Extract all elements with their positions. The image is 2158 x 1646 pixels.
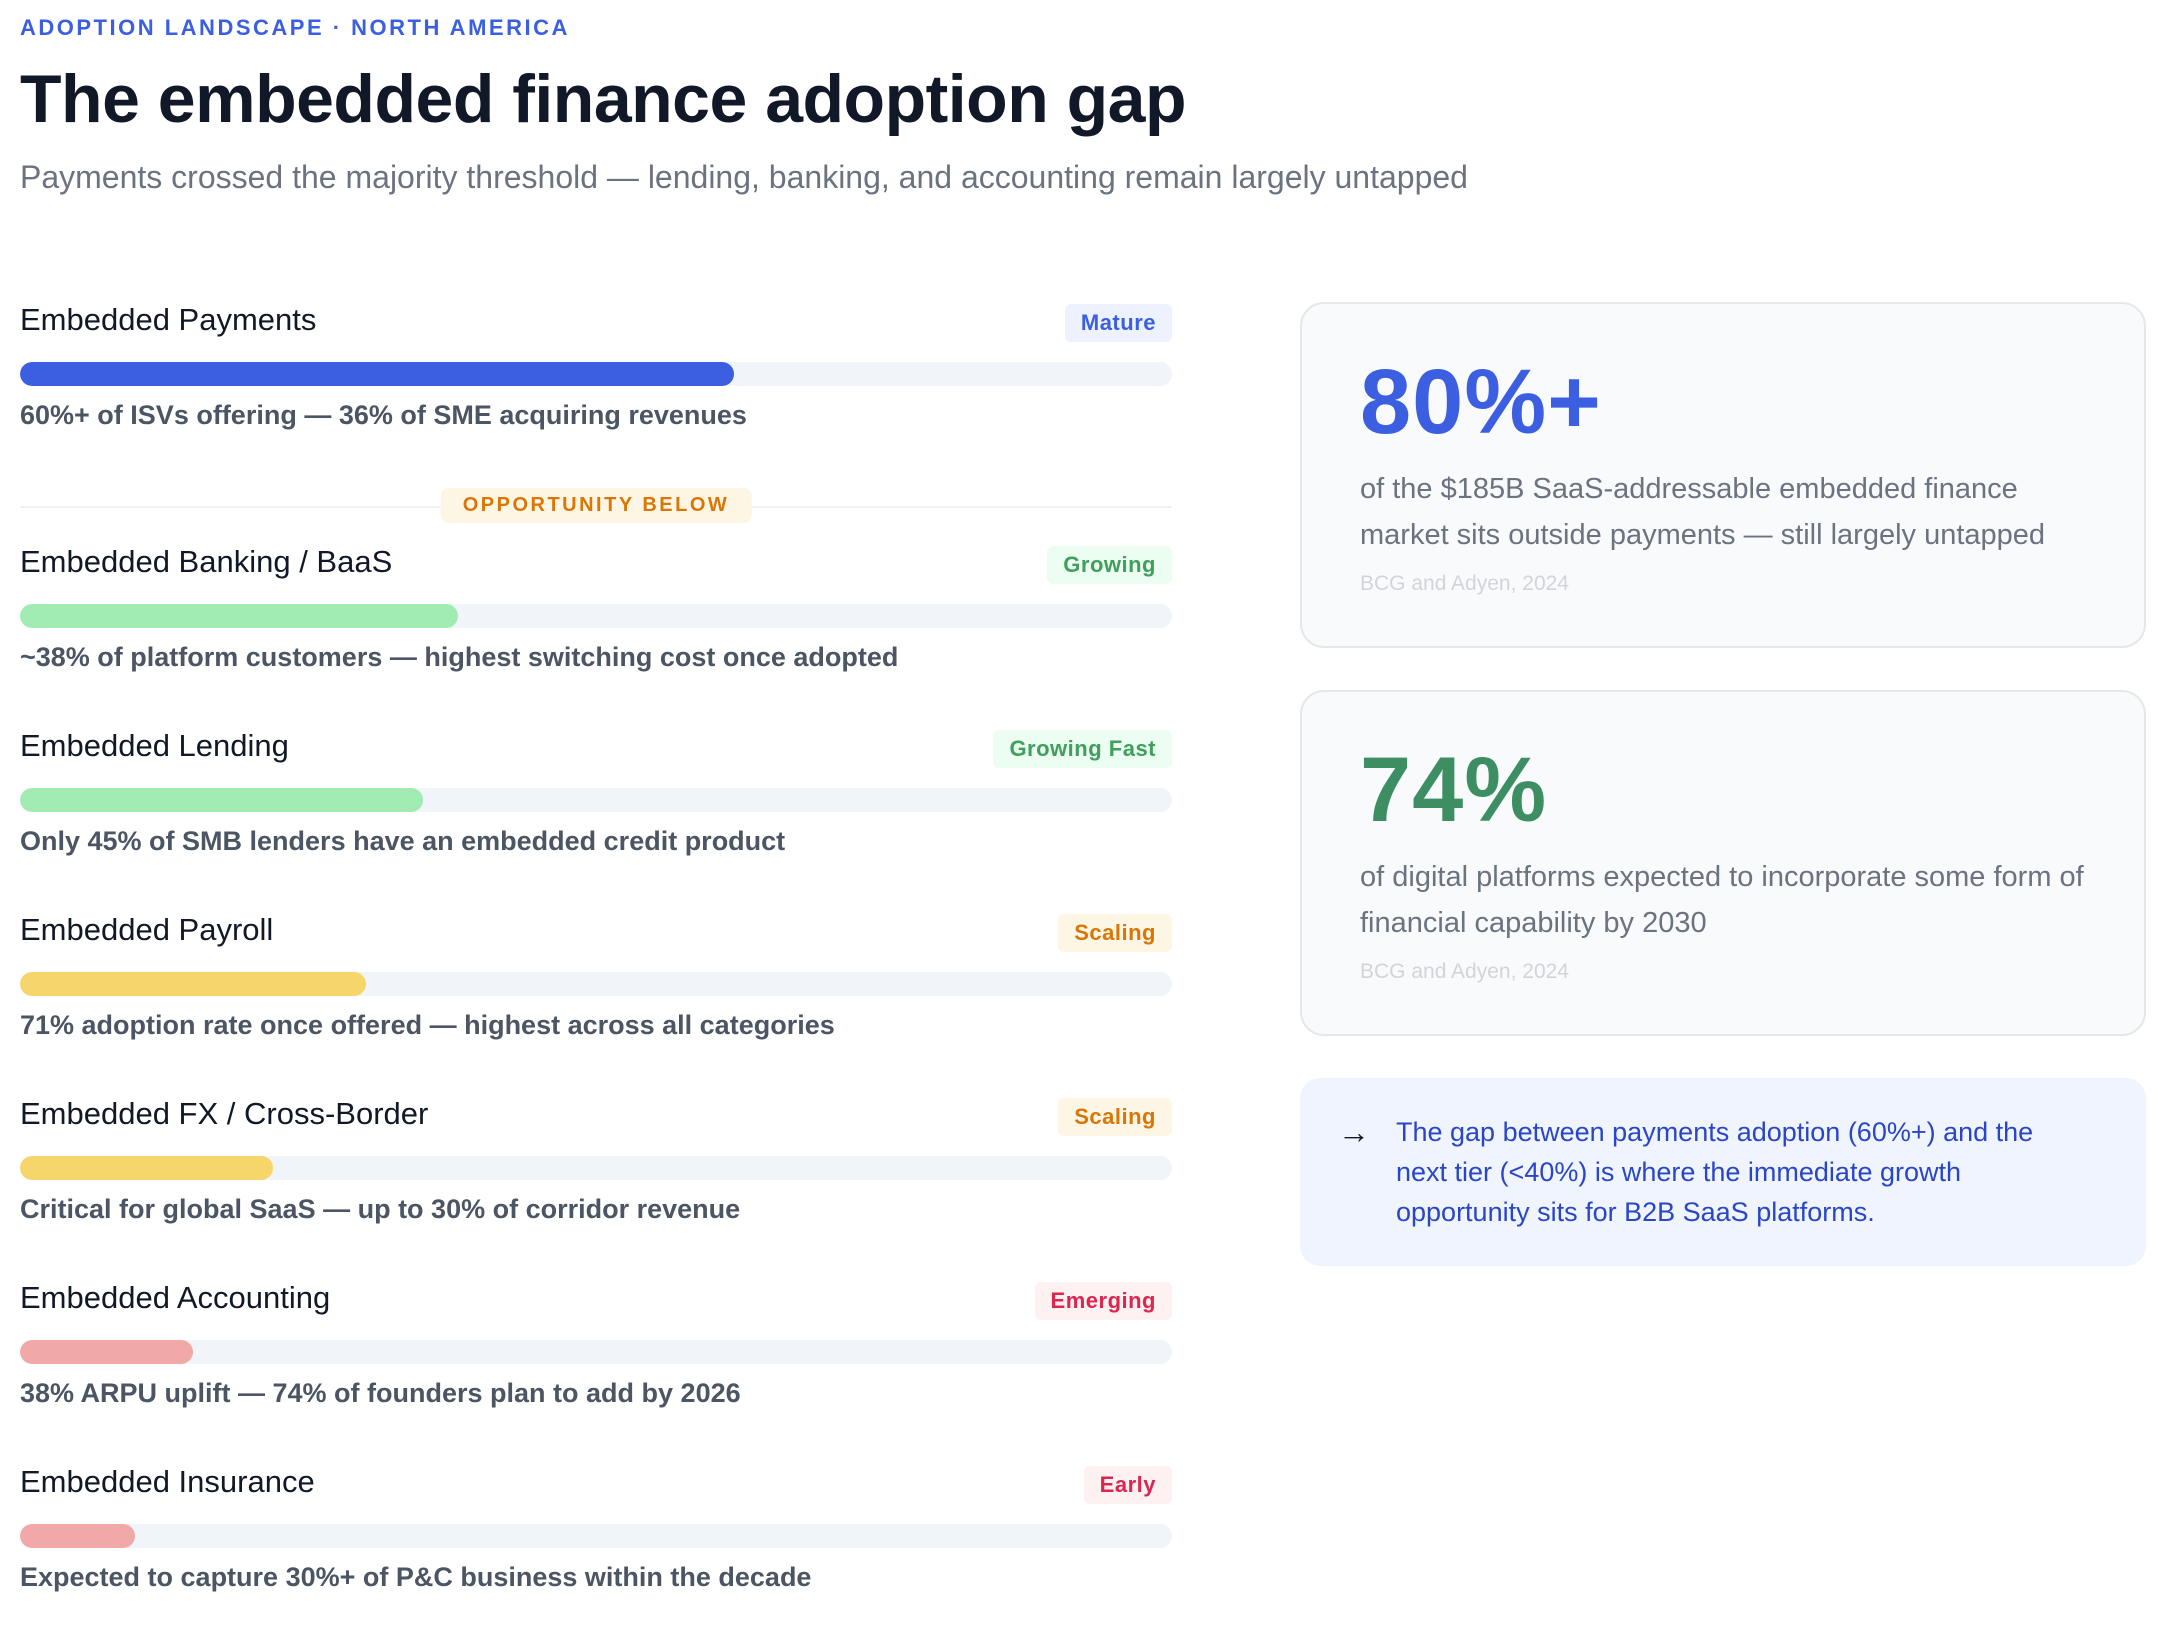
- category-name: Embedded Accounting: [20, 1280, 331, 1315]
- stats-panel: 80%+ of the $185B SaaS-addressable embed…: [1300, 302, 2146, 1266]
- progress-fill: [20, 604, 458, 628]
- status-badge: Growing: [1047, 546, 1172, 584]
- progress-track: [20, 604, 1172, 628]
- stat-card: 80%+ of the $185B SaaS-addressable embed…: [1300, 302, 2146, 648]
- category-row: Embedded Lending Growing Fast Only 45% o…: [20, 726, 1172, 910]
- status-badge: Scaling: [1058, 914, 1172, 952]
- category-row: Embedded Banking / BaaS Growing ~38% of …: [20, 542, 1172, 726]
- stat-value: 80%+: [1360, 351, 1602, 453]
- progress-fill: [20, 1156, 274, 1180]
- progress-track: [20, 1524, 1172, 1548]
- progress-track: [20, 1340, 1172, 1364]
- category-name: Embedded Lending: [20, 728, 289, 763]
- status-badge: Emerging: [1034, 1282, 1172, 1320]
- category-description: ~38% of platform customers — highest swi…: [20, 642, 899, 672]
- status-badge: Scaling: [1058, 1098, 1172, 1136]
- category-row: Embedded Insurance Early Expected to cap…: [20, 1462, 1172, 1646]
- opportunity-divider: OPPORTUNITY BELOW: [20, 470, 1172, 542]
- progress-track: [20, 972, 1172, 996]
- stat-source: BCG and Adyen, 2024: [1360, 960, 1569, 983]
- insight-note: → The gap between payments adoption (60%…: [1300, 1078, 2146, 1266]
- progress-fill: [20, 1524, 136, 1548]
- stat-source: BCG and Adyen, 2024: [1360, 572, 1569, 595]
- progress-fill: [20, 1340, 193, 1364]
- category-description: 71% adoption rate once offered — highest…: [20, 1010, 835, 1040]
- category-name: Embedded FX / Cross-Border: [20, 1096, 429, 1131]
- progress-track: [20, 788, 1172, 812]
- status-badge: Mature: [1064, 304, 1172, 342]
- progress-fill: [20, 788, 424, 812]
- category-row: Embedded Payments Mature 60%+ of ISVs of…: [20, 300, 1172, 470]
- insight-text: The gap between payments adoption (60%+)…: [1396, 1117, 2034, 1227]
- category-name: Embedded Payments: [20, 302, 317, 337]
- category-description: Critical for global SaaS — up to 30% of …: [20, 1194, 741, 1224]
- arrow-right-icon: →: [1338, 1114, 1370, 1150]
- divider-label: OPPORTUNITY BELOW: [440, 488, 752, 523]
- category-description: Only 45% of SMB lenders have an embedded…: [20, 826, 786, 856]
- stat-value: 74%: [1360, 739, 1548, 841]
- category-row: Embedded FX / Cross-Border Scaling Criti…: [20, 1094, 1172, 1278]
- category-row: Embedded Payroll Scaling 71% adoption ra…: [20, 910, 1172, 1094]
- category-description: 38% ARPU uplift — 74% of founders plan t…: [20, 1378, 741, 1408]
- stat-card: 74% of digital platforms expected to inc…: [1300, 690, 2146, 1036]
- category-description: Expected to capture 30%+ of P&C business…: [20, 1562, 812, 1592]
- category-description: 60%+ of ISVs offering — 36% of SME acqui…: [20, 400, 747, 430]
- progress-track: [20, 362, 1172, 386]
- eyebrow-label: ADOPTION LANDSCAPE · NORTH AMERICA: [20, 15, 570, 40]
- stat-text: of digital platforms expected to incorpo…: [1360, 861, 2084, 939]
- category-name: Embedded Banking / BaaS: [20, 544, 393, 579]
- progress-track: [20, 1156, 1172, 1180]
- progress-fill: [20, 972, 366, 996]
- page-header: ADOPTION LANDSCAPE · NORTH AMERICA The e…: [20, 0, 2120, 196]
- adoption-list: Embedded Payments Mature 60%+ of ISVs of…: [20, 300, 1172, 1646]
- status-badge: Growing Fast: [993, 730, 1172, 768]
- page-subtitle: Payments crossed the majority threshold …: [20, 159, 1468, 195]
- category-name: Embedded Payroll: [20, 912, 274, 947]
- stat-text: of the $185B SaaS-addressable embedded f…: [1360, 473, 2046, 551]
- category-name: Embedded Insurance: [20, 1464, 315, 1499]
- category-row: Embedded Accounting Emerging 38% ARPU up…: [20, 1278, 1172, 1462]
- status-badge: Early: [1083, 1466, 1172, 1504]
- page-title: The embedded finance adoption gap: [20, 61, 1187, 137]
- progress-fill: [20, 362, 735, 386]
